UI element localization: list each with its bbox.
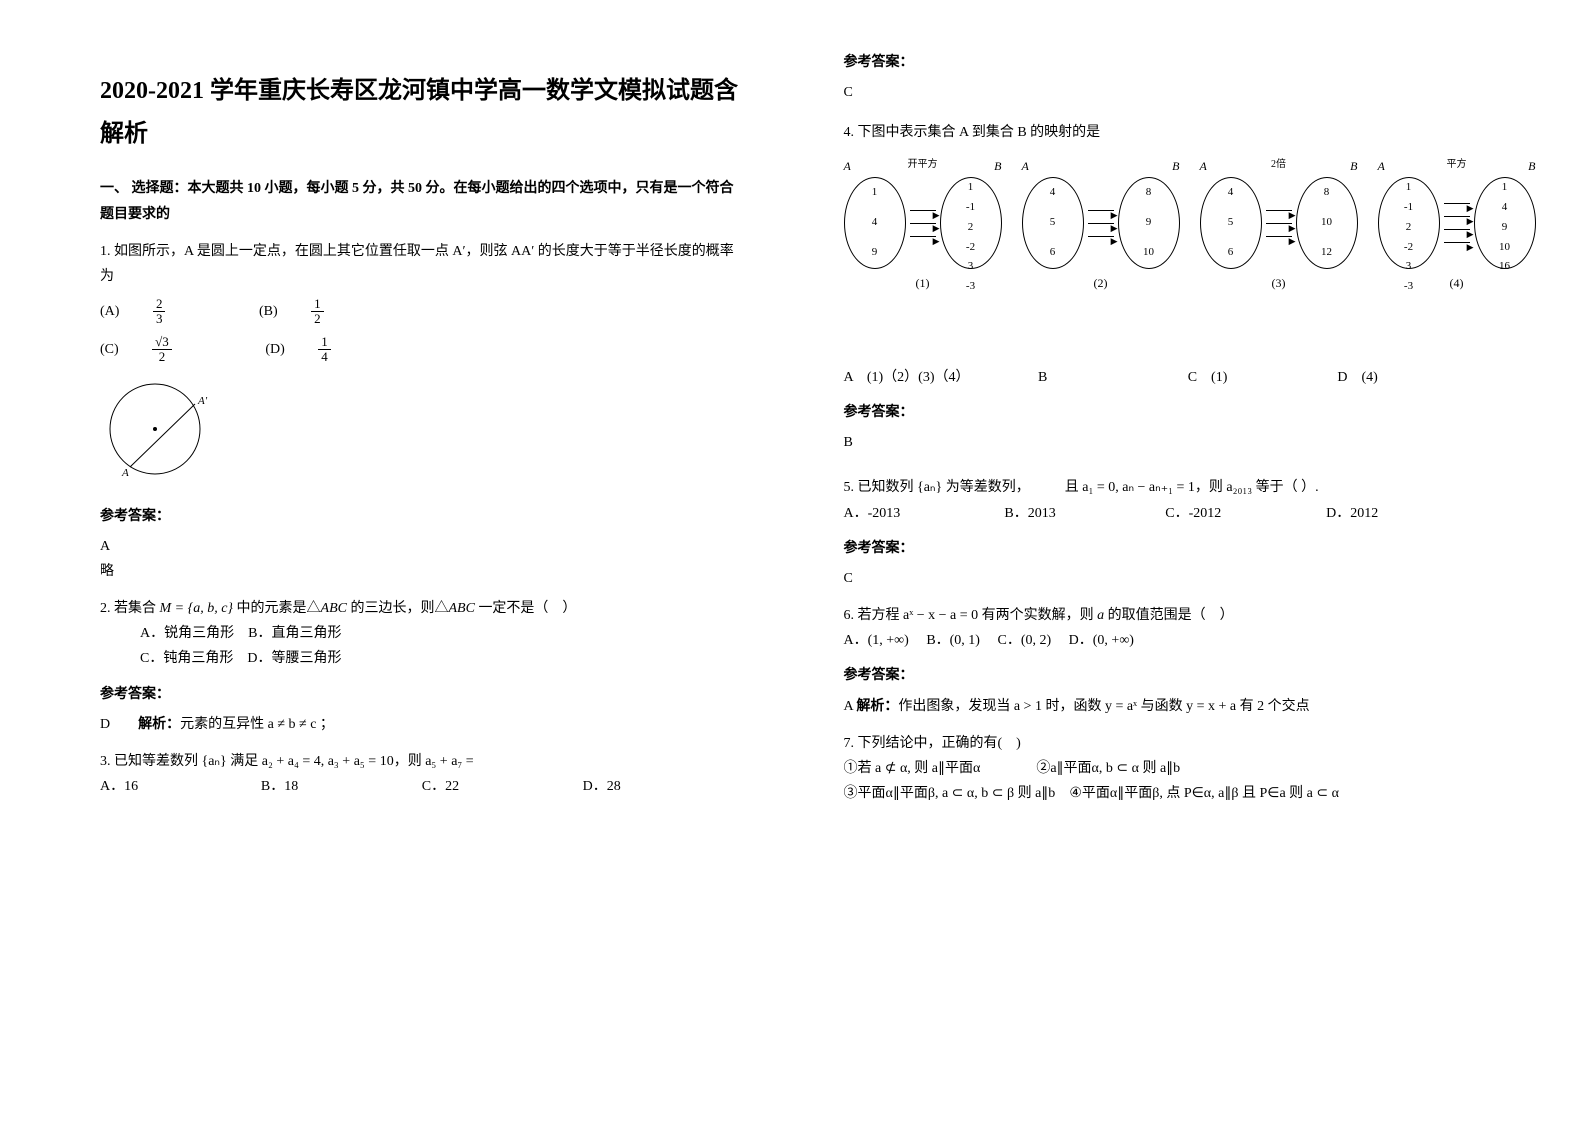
q5-optB: B．2013: [1004, 501, 1165, 526]
q1-ext: 略: [100, 559, 744, 584]
q1-optB-pre: (B): [259, 304, 281, 319]
q1-optC-frac: √32: [152, 335, 202, 365]
q7-opt3: ③平面α∥平面β, a ⊂ α, b ⊂ β 则 a∥b: [844, 786, 1056, 801]
q4-ans-label: 参考答案：: [844, 400, 1488, 425]
q2-options: A．锐角三角形 B．直角三角形 C．钝角三角形 D．等腰三角形: [100, 621, 744, 671]
mapping-diagram: A开平方B149▶▶▶1-12-23-3(1): [844, 156, 1002, 295]
question-7: 7. 下列结论中，正确的有( ) ①若 a ⊄ α, 则 a∥平面α ②a∥平面…: [844, 731, 1488, 807]
q4-optC: C (1): [1188, 365, 1338, 390]
q1-optA: (A) 23: [100, 304, 229, 319]
q5-ans-label: 参考答案：: [844, 536, 1488, 561]
q4-optB: B: [1038, 365, 1188, 390]
mapping-diagram: A平方B1-12-23-3▶▶▶▶1491016(4): [1378, 156, 1536, 295]
q4-optD: D (4): [1337, 365, 1487, 390]
q1-optD: (D) 14: [265, 342, 390, 357]
q3-optB: B．18: [261, 774, 422, 799]
circle-figure: A A': [100, 374, 220, 484]
q5-stem: 5. 已知数列 {aₙ} 为等差数列， 且 a₁ = 0, aₙ − aₙ₊₁ …: [844, 475, 1488, 500]
q6-explain-pre: 解析：: [856, 699, 898, 714]
q1-optA-frac: 23: [153, 297, 196, 327]
q1-optB: (B) 12: [259, 304, 384, 319]
q7-row1: ①若 a ⊄ α, 则 a∥平面α ②a∥平面α, b ⊂ α 则 a∥b: [844, 756, 1488, 781]
q5-optD: D．2012: [1326, 501, 1487, 526]
section-heading: 一、 选择题：本大题共 10 小题，每小题 5 分，共 50 分。在每小题给出的…: [100, 176, 744, 226]
q6-ans-label: 参考答案：: [844, 663, 1488, 688]
q3-stem: 3. 已知等差数列 {aₙ} 满足 a₂ + a₄ = 4, a₃ + a₅ =…: [100, 749, 744, 774]
q1-ans-label: 参考答案：: [100, 504, 744, 529]
q4-optA: A (1)（2）(3)（4）: [844, 365, 1039, 390]
q2-explain-pre: 解析：: [138, 717, 180, 732]
question-5: 5. 已知数列 {aₙ} 为等差数列， 且 a₁ = 0, aₙ − aₙ₊₁ …: [844, 475, 1488, 591]
question-1: 1. 如图所示，A 是圆上一定点，在圆上其它位置任取一点 A′，则弦 AA′ 的…: [100, 239, 744, 584]
q4-stem: 4. 下图中表示集合 A 到集合 B 的映射的是: [844, 120, 1488, 145]
q1-optA-pre: (A): [100, 304, 123, 319]
q1-options-row2: (C) √32 (D) 14: [100, 335, 744, 365]
q5-options: A．-2013 B．2013 C．-2012 D．2012: [844, 501, 1488, 526]
q2-answer: D: [100, 717, 110, 732]
q2-optB: B．直角三角形: [248, 626, 341, 641]
q6-optD: D．(0, +∞): [1069, 633, 1134, 648]
q1-stem: 1. 如图所示，A 是圆上一定点，在圆上其它位置任取一点 A′，则弦 AA′ 的…: [100, 239, 744, 289]
question-3: 3. 已知等差数列 {aₙ} 满足 a₂ + a₄ = 4, a₃ + a₅ =…: [100, 749, 744, 799]
q1-optC-pre: (C): [100, 342, 122, 357]
q1-answer: A: [100, 534, 744, 559]
q7-opt4: ④平面α∥平面β, 点 P∈α, a∥β 且 P∈a 则 a ⊂ α: [1069, 786, 1339, 801]
exam-page: 2020-2021 学年重庆长寿区龙河镇中学高一数学文模拟试题含解析 一、 选择…: [0, 0, 1587, 1122]
q3-optD: D．28: [583, 774, 744, 799]
q7-row2: ③平面α∥平面β, a ⊂ α, b ⊂ β 则 a∥b ④平面α∥平面β, 点…: [844, 781, 1488, 806]
q3-answer: C: [844, 80, 1488, 105]
q3-options: A．16 B．18 C．22 D．28: [100, 774, 744, 799]
q3-ans-label: 参考答案：: [844, 50, 1488, 75]
q2-optD: D．等腰三角形: [247, 651, 341, 666]
q2-ans-label: 参考答案：: [100, 682, 744, 707]
q6-optA: A．(1, +∞): [844, 633, 909, 648]
q4-answer: B: [844, 430, 1488, 455]
q1-options-row1: (A) 23 (B) 12: [100, 297, 744, 327]
q6-optC: C．(0, 2): [997, 633, 1051, 648]
q6-options: A．(1, +∞) B．(0, 1) C．(0, 2) D．(0, +∞): [844, 628, 1488, 653]
right-column: 参考答案： C 4. 下图中表示集合 A 到集合 B 的映射的是 A开平方B14…: [794, 0, 1587, 1122]
q6-answer-line: A 解析：作出图象，发现当 a > 1 时，函数 y = aˣ 与函数 y = …: [844, 694, 1488, 719]
q7-opt2: ②a∥平面α, b ⊂ α 则 a∥b: [1036, 761, 1180, 776]
q3-optC: C．22: [422, 774, 583, 799]
svg-text:A: A: [121, 467, 129, 479]
q2-optA: A．锐角三角形: [140, 626, 234, 641]
q6-optB: B．(0, 1): [926, 633, 980, 648]
q6-stem: 6. 若方程 aˣ − x − a = 0 有两个实数解，则 a 的取值范围是（…: [844, 603, 1488, 628]
q2-explain: 元素的互异性 a ≠ b ≠ c ；: [180, 717, 334, 732]
q2-stem: 2. 若集合 M = {a, b, c} 中的元素是△ABC 的三边长，则△AB…: [100, 596, 744, 621]
q2-answer-line: D 解析：元素的互异性 a ≠ b ≠ c ；: [100, 712, 744, 737]
q2-optC: C．钝角三角形: [140, 651, 233, 666]
q4-options: A (1)（2）(3)（4） B C (1) D (4): [844, 365, 1488, 390]
q6-explain: 作出图象，发现当 a > 1 时，函数 y = aˣ 与函数 y = x + a…: [898, 699, 1309, 714]
q4-diagrams: A开平方B149▶▶▶1-12-23-3(1)AB456▶▶▶8910(2)A2…: [844, 156, 1488, 295]
q1-optD-pre: (D): [265, 342, 288, 357]
q5-optC: C．-2012: [1165, 501, 1326, 526]
q1-optD-frac: 14: [318, 335, 361, 365]
question-4: 4. 下图中表示集合 A 到集合 B 的映射的是 A开平方B149▶▶▶1-12…: [844, 120, 1488, 455]
question-2: 2. 若集合 M = {a, b, c} 中的元素是△ABC 的三边长，则△AB…: [100, 596, 744, 737]
q1-optB-frac: 12: [311, 297, 354, 327]
doc-title: 2020-2021 学年重庆长寿区龙河镇中学高一数学文模拟试题含解析: [100, 70, 744, 156]
q1-figure: A A': [100, 374, 744, 493]
left-column: 2020-2021 学年重庆长寿区龙河镇中学高一数学文模拟试题含解析 一、 选择…: [0, 0, 794, 1122]
q7-opt1: ①若 a ⊄ α, 则 a∥平面α: [844, 761, 981, 776]
question-6: 6. 若方程 aˣ − x − a = 0 有两个实数解，则 a 的取值范围是（…: [844, 603, 1488, 719]
svg-text:A': A': [197, 395, 208, 407]
q3-optA: A．16: [100, 774, 261, 799]
q5-optA: A．-2013: [844, 501, 1005, 526]
q1-optC: (C) √32: [100, 342, 235, 357]
q5-answer: C: [844, 566, 1488, 591]
mapping-diagram: AB456▶▶▶8910(2): [1022, 156, 1180, 295]
q7-stem: 7. 下列结论中，正确的有( ): [844, 731, 1488, 756]
q6-answer: A: [844, 699, 857, 714]
mapping-diagram: A2倍B456▶▶▶81012(3): [1200, 156, 1358, 295]
